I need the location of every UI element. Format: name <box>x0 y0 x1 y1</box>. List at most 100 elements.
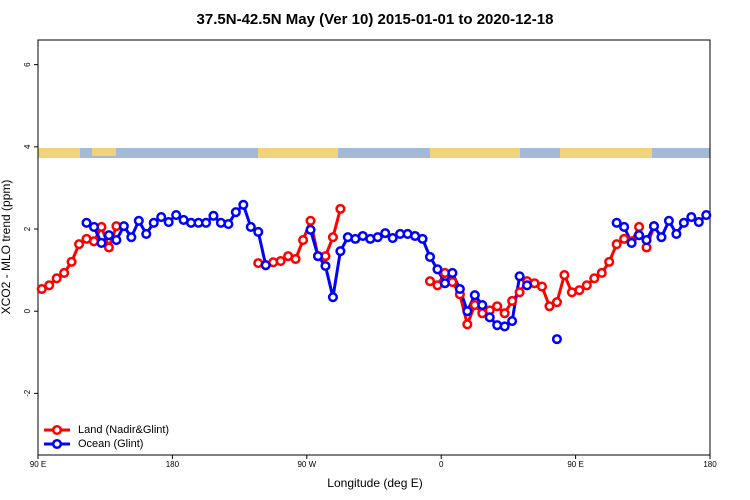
point <box>111 235 122 246</box>
point <box>686 212 697 223</box>
point <box>507 315 518 327</box>
point <box>581 280 592 291</box>
point <box>477 299 488 311</box>
point <box>574 285 585 296</box>
point <box>626 237 637 249</box>
point <box>454 283 465 295</box>
chart-title: 37.5N-42.5N May (Ver 10) 2015-01-01 to 2… <box>197 11 554 28</box>
point <box>663 215 674 226</box>
y-tick-label: -2 <box>23 389 32 397</box>
point <box>335 203 346 214</box>
point <box>74 239 85 250</box>
point <box>656 232 667 243</box>
point <box>312 251 324 262</box>
point <box>514 287 525 298</box>
point <box>66 256 77 267</box>
point <box>36 283 47 295</box>
point <box>469 290 480 301</box>
point <box>223 219 234 230</box>
point <box>44 280 55 291</box>
point <box>634 230 645 241</box>
point <box>103 230 114 241</box>
y-tick-label: 0 <box>23 308 32 313</box>
point <box>424 276 436 287</box>
x-tick-label: 180 <box>703 460 717 469</box>
point <box>327 232 338 243</box>
point <box>51 273 62 284</box>
point <box>432 264 443 275</box>
point <box>439 278 450 289</box>
point <box>514 271 525 282</box>
point <box>492 301 503 312</box>
legend-marker <box>51 424 63 436</box>
x-tick-label: 90 E <box>567 460 583 469</box>
point <box>678 217 689 228</box>
point <box>163 216 174 228</box>
point <box>559 269 570 281</box>
point <box>171 209 182 221</box>
x-axis-label: Longitude (deg E) <box>327 476 422 490</box>
point <box>462 319 473 330</box>
point <box>208 210 219 221</box>
point <box>619 221 630 233</box>
point <box>335 246 346 257</box>
point <box>141 228 152 239</box>
point <box>126 232 137 243</box>
point <box>544 301 555 312</box>
point <box>693 216 704 228</box>
point <box>200 217 212 228</box>
point <box>305 224 316 235</box>
point <box>253 226 264 237</box>
point <box>88 221 100 233</box>
point <box>417 233 428 244</box>
x-tick-label: 90 E <box>30 460 46 469</box>
x-tick-label: 90 W <box>297 460 316 469</box>
point <box>596 267 607 279</box>
point <box>156 212 167 223</box>
point <box>260 260 271 271</box>
point <box>499 308 510 319</box>
point <box>507 295 518 306</box>
legend-marker <box>51 438 63 450</box>
point <box>81 217 92 228</box>
point <box>611 239 622 250</box>
point <box>320 260 331 272</box>
series-line <box>41 208 656 326</box>
point <box>327 292 338 303</box>
point <box>634 221 645 233</box>
map-strip <box>38 148 710 158</box>
x-tick-label: 0 <box>439 460 444 469</box>
point <box>275 256 286 267</box>
point <box>604 256 615 267</box>
point <box>305 215 316 226</box>
point <box>148 217 159 228</box>
y-tick-label: 4 <box>23 144 32 149</box>
legend-label: Ocean (Glint) <box>78 438 143 450</box>
point <box>372 232 383 243</box>
point <box>380 228 391 239</box>
point <box>484 312 495 323</box>
y-axis-label: XCO2 - MLO trend (ppm) <box>0 180 13 315</box>
point <box>447 267 458 279</box>
point <box>499 321 510 332</box>
point <box>96 237 107 249</box>
plot-frame <box>37 39 711 456</box>
point <box>641 235 652 246</box>
point <box>230 207 241 218</box>
point <box>701 209 712 221</box>
point <box>522 280 533 291</box>
point <box>551 297 562 308</box>
point <box>103 242 114 253</box>
point <box>290 253 301 265</box>
point <box>245 221 256 233</box>
y-tick-label: 6 <box>23 62 32 67</box>
point <box>536 281 548 292</box>
point <box>118 221 129 232</box>
legend-label: Land (Nadir&Glint) <box>78 424 169 436</box>
point <box>424 251 436 263</box>
point <box>298 235 309 246</box>
point <box>238 199 249 210</box>
point <box>671 228 682 239</box>
point <box>387 232 398 244</box>
